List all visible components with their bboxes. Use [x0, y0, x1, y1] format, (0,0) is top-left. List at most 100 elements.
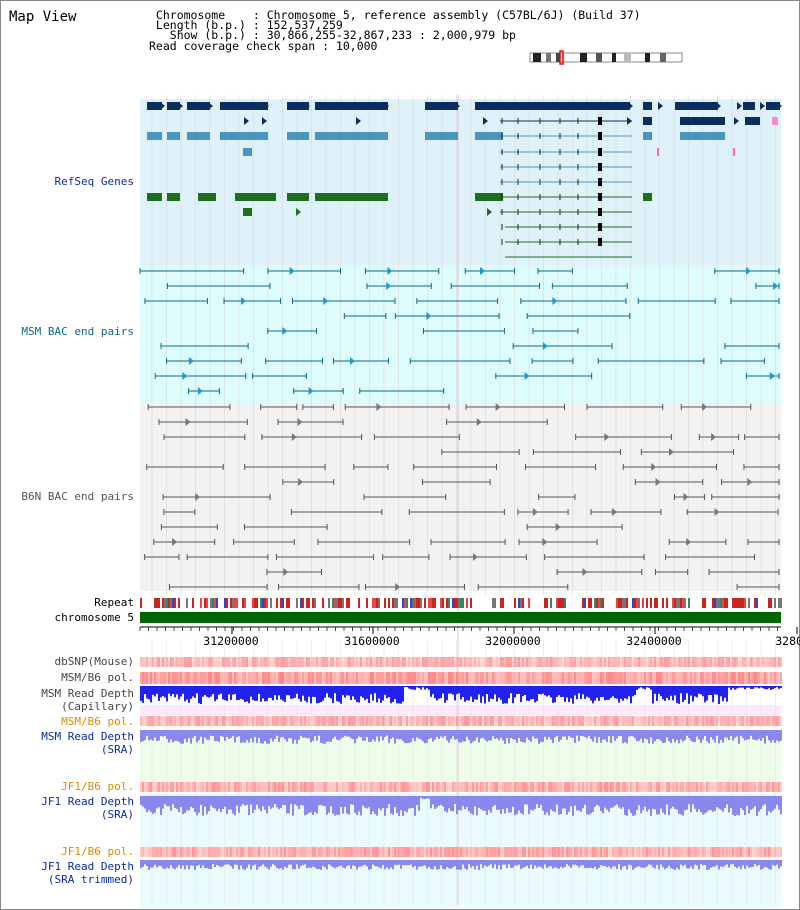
snp-density-cell — [746, 847, 748, 857]
read-depth-bar — [298, 860, 300, 869]
read-depth-bar — [332, 730, 334, 739]
snp-density-cell — [536, 672, 538, 684]
read-depth-bar — [334, 860, 336, 869]
track-label-msm-b6-pol-1[interactable]: MSM/B6 pol. — [61, 671, 134, 684]
track-label-jf1-read-depth-trimmed[interactable]: JF1 Read Depth (SRA trimmed) — [41, 860, 134, 886]
snp-density-cell — [584, 847, 586, 857]
snp-density-cell — [710, 657, 712, 667]
read-depth-bar — [776, 860, 778, 865]
track-label-msm-bac[interactable]: MSM BAC end pairs — [21, 325, 134, 338]
snp-density-cell — [200, 672, 202, 684]
read-depth-bar — [776, 730, 778, 741]
snp-density-cell — [160, 782, 162, 792]
read-depth-bar — [266, 686, 268, 701]
read-depth-bar — [156, 860, 158, 868]
read-depth-bar — [598, 796, 600, 807]
track-label-dbsnp[interactable]: dbSNP(Mouse) — [54, 655, 134, 668]
read-depth-bar — [548, 860, 550, 867]
read-depth-bar — [684, 796, 686, 811]
snp-density-cell — [628, 847, 630, 857]
header-coverage-line: Read coverage check span : 10,000 — [149, 38, 378, 53]
read-depth-bar — [162, 730, 164, 737]
snp-density-cell — [144, 716, 146, 726]
snp-density-cell — [588, 657, 590, 667]
snp-density-cell — [718, 672, 720, 684]
track-label-msm-read-depth-sra[interactable]: MSM Read Depth (SRA) — [41, 730, 134, 756]
track-label-chromosome[interactable]: chromosome 5 — [54, 611, 134, 624]
snp-density-cell — [714, 672, 716, 684]
snp-density-cell — [378, 672, 380, 684]
read-depth-bar — [722, 686, 724, 702]
snp-density-cell — [150, 847, 152, 857]
read-depth-bar — [542, 686, 544, 694]
bac-arrow — [182, 372, 188, 380]
read-depth-bar — [378, 796, 380, 809]
snp-density-cell — [626, 847, 628, 857]
read-depth-bar — [760, 796, 762, 810]
track-label-jf1-b6-pol-2[interactable]: JF1/B6 pol. — [61, 845, 134, 858]
snp-density-cell — [536, 657, 538, 667]
snp-density-cell — [324, 847, 326, 857]
snp-density-cell — [322, 657, 324, 667]
read-depth-bar — [162, 686, 164, 697]
snp-density-cell — [340, 782, 342, 792]
snp-density-cell — [326, 672, 328, 684]
repeat-element — [236, 598, 238, 608]
track-label-repeat[interactable]: Repeat — [94, 596, 134, 609]
read-depth-bar — [670, 686, 672, 696]
read-depth-bar — [158, 860, 160, 866]
read-depth-bar — [172, 730, 174, 743]
snp-density-cell — [306, 782, 308, 792]
repeat-element — [246, 598, 248, 608]
snp-density-cell — [368, 782, 370, 792]
snp-density-cell — [542, 782, 544, 792]
track-label-b6n-bac[interactable]: B6N BAC end pairs — [21, 490, 134, 503]
snp-density-cell — [410, 782, 412, 792]
snp-density-cell — [518, 672, 520, 684]
track-label-refseq-genes[interactable]: RefSeq Genes — [54, 175, 134, 188]
repeat-element — [708, 598, 710, 608]
snp-density-cell — [586, 847, 588, 857]
read-depth-bar — [550, 686, 552, 698]
snp-density-cell — [718, 782, 720, 792]
snp-density-cell — [508, 847, 510, 857]
snp-density-cell — [314, 657, 316, 667]
read-depth-bar — [346, 686, 348, 696]
read-depth-bar — [768, 730, 770, 741]
snp-density-cell — [456, 672, 458, 684]
read-depth-bar — [634, 860, 636, 869]
read-depth-bar — [654, 686, 656, 694]
read-depth-bar — [744, 796, 746, 816]
snp-density-cell — [466, 782, 468, 792]
snp-density-cell — [184, 672, 186, 684]
snp-density-cell — [750, 782, 752, 792]
snp-density-cell — [338, 657, 340, 667]
read-depth-bar — [676, 730, 678, 740]
read-depth-bar — [572, 860, 574, 865]
snp-density-cell — [362, 716, 364, 726]
track-label-jf1-read-depth-sra[interactable]: JF1 Read Depth (SRA) — [41, 795, 134, 821]
track-label-msm-read-depth-capillary[interactable]: MSM Read Depth (Capillary) — [41, 687, 134, 713]
snp-density-cell — [218, 716, 220, 726]
snp-density-cell — [690, 657, 692, 667]
snp-density-cell — [340, 716, 342, 726]
snp-density-cell — [260, 657, 262, 667]
repeat-element — [314, 598, 316, 608]
snp-density-cell — [574, 657, 576, 667]
read-depth-bar — [482, 730, 484, 738]
snp-density-cell — [370, 782, 372, 792]
read-depth-bar — [458, 796, 460, 811]
snp-density-cell — [464, 672, 466, 684]
read-depth-bar — [658, 730, 660, 739]
track-label-jf1-b6-pol-1[interactable]: JF1/B6 pol. — [61, 780, 134, 793]
repeat-element — [310, 598, 312, 608]
snp-density-cell — [294, 657, 296, 667]
snp-density-cell — [476, 657, 478, 667]
repeat-element — [544, 598, 546, 608]
track-label-msm-b6-pol-2[interactable]: MSM/B6 pol. — [61, 715, 134, 728]
read-depth-bar — [430, 730, 432, 738]
read-depth-bar — [314, 796, 316, 812]
repeat-element — [668, 598, 670, 608]
read-depth-bar — [298, 796, 300, 810]
